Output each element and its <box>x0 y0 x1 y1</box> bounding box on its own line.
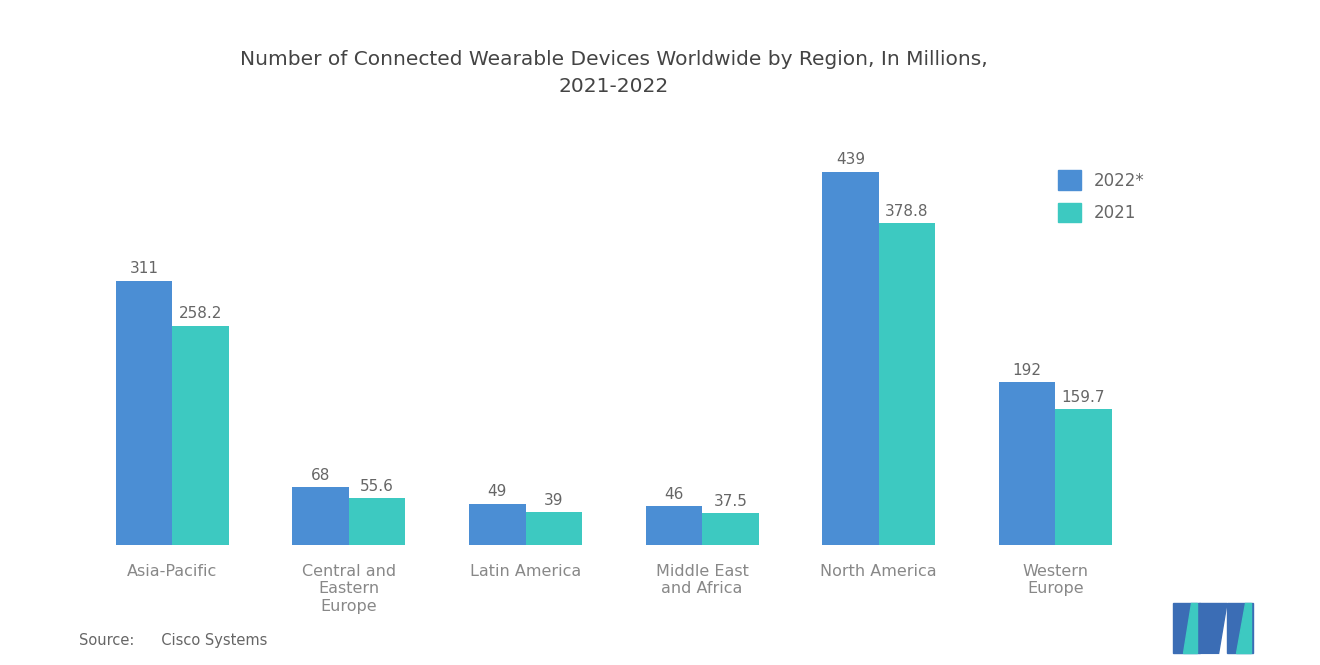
Polygon shape <box>1173 604 1200 653</box>
Polygon shape <box>1226 604 1253 653</box>
Text: 311: 311 <box>129 261 158 277</box>
Bar <box>469 503 525 545</box>
Text: 37.5: 37.5 <box>713 494 747 509</box>
Legend: 2022*, 2021: 2022*, 2021 <box>1049 162 1154 231</box>
Bar <box>645 506 702 545</box>
Bar <box>879 223 935 545</box>
Bar <box>1055 410 1111 545</box>
Bar <box>116 281 173 545</box>
Text: 378.8: 378.8 <box>886 203 929 219</box>
Polygon shape <box>1237 604 1250 653</box>
Bar <box>822 172 879 545</box>
Text: Source:: Source: <box>79 633 135 648</box>
Bar <box>999 382 1055 545</box>
Text: 39: 39 <box>544 493 564 508</box>
Bar <box>348 498 405 545</box>
Text: 159.7: 159.7 <box>1061 390 1105 405</box>
Title: Number of Connected Wearable Devices Worldwide by Region, In Millions,
2021-2022: Number of Connected Wearable Devices Wor… <box>240 51 987 96</box>
Polygon shape <box>1183 604 1197 653</box>
Polygon shape <box>1200 604 1226 653</box>
Text: 192: 192 <box>1012 362 1041 378</box>
Bar <box>702 513 759 545</box>
Text: 439: 439 <box>836 152 865 168</box>
Text: Cisco Systems: Cisco Systems <box>152 633 267 648</box>
Bar <box>173 326 228 545</box>
Text: 68: 68 <box>312 468 330 483</box>
Text: 55.6: 55.6 <box>360 479 395 493</box>
Text: 49: 49 <box>487 484 507 499</box>
Bar <box>293 487 348 545</box>
Text: 258.2: 258.2 <box>180 307 222 321</box>
Bar <box>525 512 582 545</box>
Text: 46: 46 <box>664 487 684 502</box>
